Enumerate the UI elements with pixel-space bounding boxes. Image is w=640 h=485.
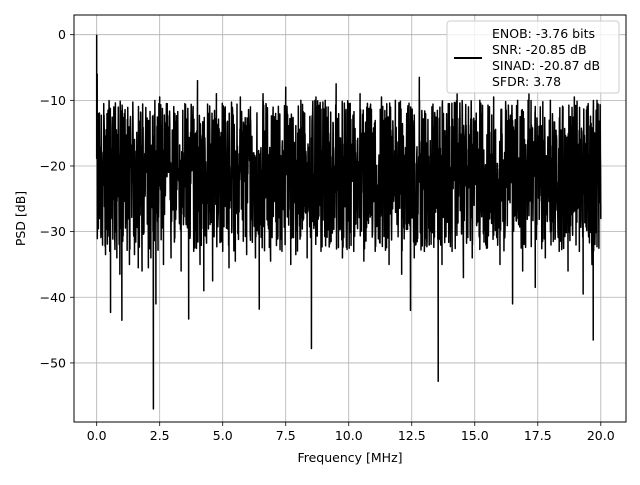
x-tick-label: 5.0: [213, 428, 233, 443]
y-tick-label: −30: [40, 224, 66, 239]
x-tick-label: 17.5: [524, 428, 552, 443]
plot-frame: [73, 14, 627, 423]
x-tick-label: 15.0: [461, 428, 489, 443]
legend-entry-sinad: SINAD: -20.87 dB: [492, 58, 600, 73]
y-tick-label: −40: [40, 290, 66, 305]
x-axis-title: Frequency [MHz]: [297, 450, 402, 465]
legend-entry-snr: SNR: -20.85 dB: [492, 42, 587, 57]
x-axis: 0.0 2.5 5.0 7.5 10.0 12.5 15.0 17.5 20.0: [87, 422, 615, 443]
y-axis: 0 −10 −20 −30 −40 −50: [40, 27, 74, 370]
y-tick-label: −10: [40, 93, 66, 108]
legend-entry-enob: ENOB: -3.76 bits: [492, 26, 595, 41]
x-tick-label: 10.0: [335, 428, 363, 443]
x-tick-label: 7.5: [276, 428, 296, 443]
series-psd: [95, 34, 602, 410]
y-tick-label: 0: [58, 27, 66, 42]
legend: ENOB: -3.76 bits SNR: -20.85 dB SINAD: -…: [446, 20, 620, 94]
x-tick-label: 2.5: [150, 428, 170, 443]
y-tick-label: −20: [40, 158, 66, 173]
legend-box: [446, 20, 620, 94]
x-tick-label: 0.0: [87, 428, 107, 443]
x-tick-label: 12.5: [398, 428, 426, 443]
x-tick-label: 20.0: [587, 428, 615, 443]
y-tick-label: −50: [40, 355, 66, 370]
legend-entry-sfdr: SFDR: 3.78: [492, 74, 561, 89]
y-axis-title: PSD [dB]: [13, 191, 28, 246]
series-psd-line: [95, 34, 602, 410]
